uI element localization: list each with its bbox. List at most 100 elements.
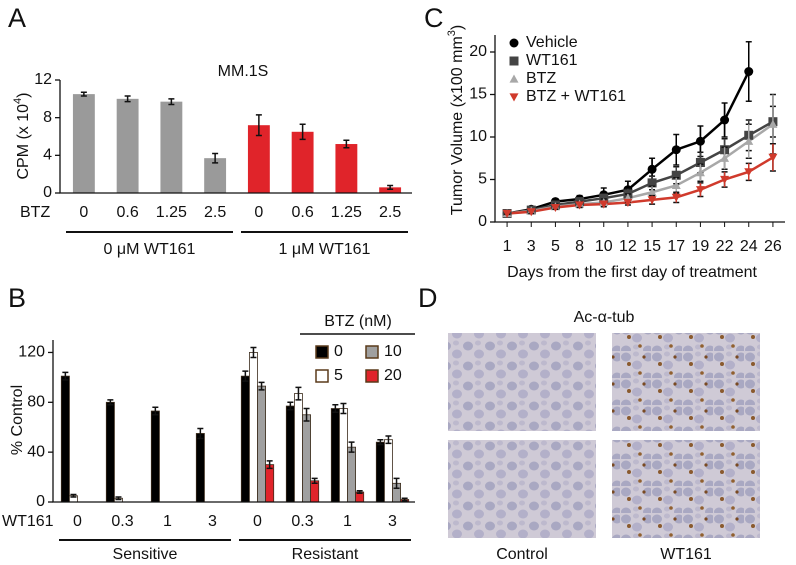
bar	[379, 187, 402, 193]
bar	[247, 125, 270, 193]
panel-title: Ac-α-tub	[574, 309, 635, 326]
marker	[671, 170, 681, 180]
y-tick-label: 4	[43, 147, 52, 164]
marker	[575, 201, 585, 210]
bar	[302, 414, 312, 503]
x-tick-label: 0	[253, 513, 262, 530]
marker	[647, 187, 657, 196]
group-label: 1 μM WT161	[279, 241, 371, 258]
axis-label: % Control	[9, 385, 26, 455]
error-bar	[401, 497, 408, 502]
image-label: WT161	[660, 546, 712, 563]
label-part: Tumor Volume (x100 mm	[449, 36, 466, 215]
legend-label: 10	[384, 343, 402, 360]
row-label: WT161	[2, 513, 54, 530]
line	[506, 120, 774, 215]
x-tick-label: 10	[595, 238, 613, 255]
x-tick-label: 2.5	[379, 204, 401, 221]
marker	[647, 178, 657, 188]
error-bar	[124, 95, 131, 103]
bar	[338, 408, 348, 503]
error-bar	[303, 407, 310, 422]
axis-label: Days from the first day of treatment	[507, 264, 757, 281]
x-tick-label: 0	[73, 513, 82, 530]
marker	[502, 209, 512, 218]
marker	[509, 56, 519, 66]
bar	[347, 446, 357, 503]
marker	[695, 186, 705, 195]
legend-label: Vehicle	[526, 34, 578, 51]
x-tick-label: 1	[163, 513, 172, 530]
error-bar	[250, 346, 257, 359]
error-bar	[107, 399, 114, 406]
error-bar	[242, 370, 249, 382]
bar	[105, 401, 115, 503]
marker	[744, 168, 754, 177]
bar	[330, 408, 340, 503]
error-bar	[340, 402, 347, 415]
bar	[257, 385, 267, 503]
error-bar	[385, 435, 392, 445]
bar	[160, 101, 183, 193]
marker	[647, 196, 657, 205]
x-tick-label: 1.25	[331, 204, 362, 221]
marker	[623, 198, 633, 207]
error-bar	[80, 91, 87, 97]
y-tick-label: 15	[469, 86, 487, 103]
marker	[671, 145, 681, 155]
y-tick-label: 8	[43, 109, 52, 126]
y-tick-label: 10	[469, 128, 487, 145]
bar	[195, 433, 205, 503]
marker	[695, 136, 705, 146]
bar	[60, 375, 70, 503]
label-part: 4	[12, 98, 24, 104]
row-label: BTZ	[20, 204, 50, 221]
marker	[744, 136, 754, 145]
legend-swatch	[365, 369, 379, 383]
marker	[647, 164, 657, 174]
marker	[509, 74, 519, 83]
x-tick-label: 5	[551, 238, 560, 255]
error-bar	[287, 401, 294, 411]
label-part: 3	[446, 30, 458, 36]
label-part: )	[449, 25, 466, 30]
chart-title: MM.1S	[218, 63, 269, 80]
x-tick-label: 24	[740, 238, 758, 255]
bar	[285, 405, 295, 503]
x-tick-label: 12	[619, 238, 637, 255]
error-bar	[266, 460, 273, 470]
y-tick-label: 80	[27, 394, 45, 411]
error-bar	[62, 371, 69, 381]
y-tick-label: 0	[43, 184, 52, 201]
x-tick-label: 3	[208, 513, 217, 530]
y-tick-label: 20	[469, 43, 487, 60]
x-tick-label: 0.6	[117, 204, 139, 221]
marker	[671, 193, 681, 202]
bar	[335, 144, 358, 193]
axis-label: CPM (x 104)	[12, 92, 32, 179]
error-bar	[70, 493, 77, 498]
x-tick-label: 15	[643, 238, 661, 255]
micrograph	[448, 333, 596, 431]
marker	[526, 208, 536, 217]
marker	[599, 200, 609, 209]
error-bar	[258, 381, 265, 391]
bar	[240, 375, 250, 503]
marker	[509, 38, 519, 48]
x-tick-label: 1	[503, 238, 512, 255]
error-bar	[115, 496, 122, 501]
axis-label: Tumor Volume (x100 mm3)	[446, 25, 466, 215]
x-tick-label: 1	[343, 513, 352, 530]
micrograph	[612, 440, 760, 538]
panel-letter: C	[424, 3, 444, 33]
x-tick-label: 17	[667, 238, 685, 255]
error-bar	[152, 406, 159, 416]
y-tick-label: 40	[27, 443, 45, 460]
error-bar	[377, 438, 384, 446]
group-label: Resistant	[292, 546, 359, 563]
x-tick-label: 0.6	[292, 204, 314, 221]
x-tick-label: 0	[254, 204, 263, 221]
legend-label: 0	[334, 343, 343, 360]
panel-letter: A	[8, 3, 26, 33]
bar	[375, 441, 385, 503]
